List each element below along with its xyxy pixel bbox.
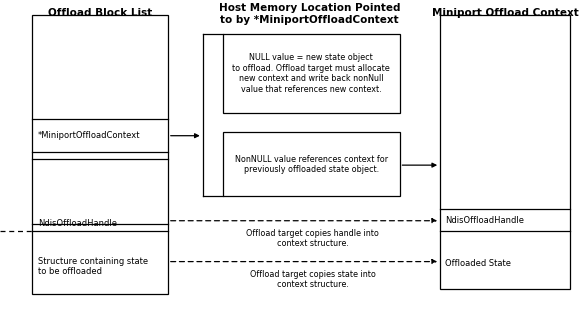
Text: NdisOffloadHandle: NdisOffloadHandle bbox=[445, 216, 523, 225]
Text: Offload target copies handle into
context structure.: Offload target copies handle into contex… bbox=[246, 229, 379, 249]
Text: Structure containing state
to be offloaded: Structure containing state to be offload… bbox=[38, 257, 148, 276]
Bar bbox=[32, 15, 168, 294]
Bar bbox=[223, 34, 400, 113]
Text: NdisOffloadHandle: NdisOffloadHandle bbox=[38, 219, 116, 229]
Bar bbox=[223, 132, 400, 196]
Text: Miniport Offload Context: Miniport Offload Context bbox=[432, 8, 578, 18]
Text: *MiniportOffloadContext: *MiniportOffloadContext bbox=[38, 131, 140, 140]
Text: NULL value = new state object
to offload. Offload target must allocate
new conte: NULL value = new state object to offload… bbox=[232, 54, 390, 94]
Text: Host Memory Location Pointed
to by *MiniportOffloadContext: Host Memory Location Pointed to by *Mini… bbox=[219, 3, 401, 25]
Bar bbox=[440, 15, 570, 289]
Text: NonNULL value references context for
previously offloaded state object.: NonNULL value references context for pre… bbox=[234, 155, 388, 174]
Text: Offload target copies state into
context structure.: Offload target copies state into context… bbox=[250, 270, 376, 289]
Text: Offloaded State: Offloaded State bbox=[445, 259, 511, 268]
Text: Offload Block List: Offload Block List bbox=[47, 8, 152, 18]
